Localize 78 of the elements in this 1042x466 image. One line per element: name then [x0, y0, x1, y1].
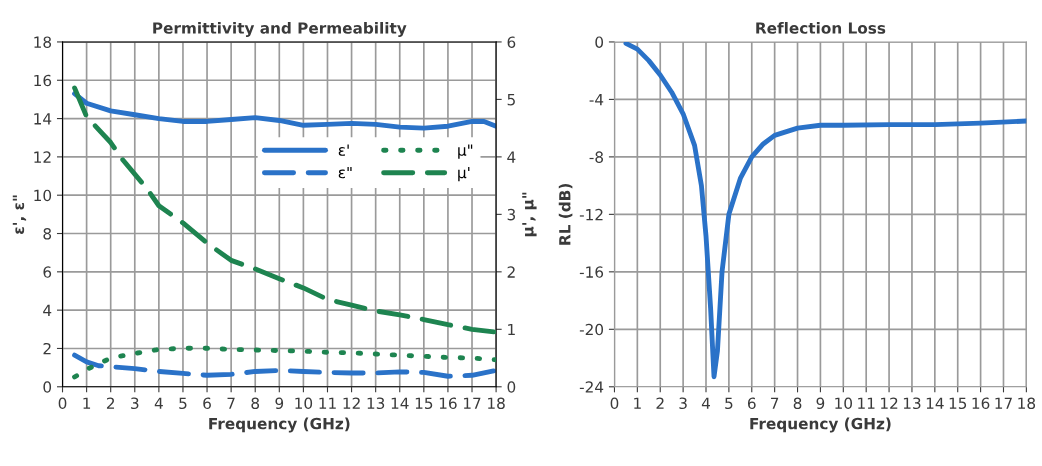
- line-series: [72, 91, 497, 131]
- x-tick-label: 15: [415, 397, 433, 410]
- x-tick-label: 16: [972, 397, 990, 410]
- y-tick-label: 12: [34, 151, 51, 163]
- chart-title: Permittivity and Permeability: [153, 22, 407, 37]
- x-tick-label: 1: [83, 397, 91, 409]
- x-tick-label: 1: [634, 397, 641, 409]
- y-tick-label: 0: [43, 381, 52, 393]
- x-tick-label: 9: [816, 397, 825, 410]
- x-tick-label: 0: [58, 397, 67, 410]
- y2-tick-label: 6: [507, 36, 516, 48]
- x-tick-label: 11: [319, 397, 336, 409]
- y2-tick-label: 5: [507, 94, 515, 106]
- legend-label: ε': [338, 144, 349, 156]
- y2-tick-label: 3: [507, 208, 516, 221]
- y-tick-label: -16: [579, 266, 604, 278]
- y-tick-label: 0: [595, 36, 604, 48]
- x-tick-label: 18: [1018, 397, 1036, 410]
- x-tick-label: 16: [439, 397, 457, 410]
- x-tick-label: 2: [106, 397, 115, 409]
- x-tick-label: 4: [154, 397, 163, 409]
- x-tick-label: 5: [179, 397, 187, 410]
- x-tick-label: 12: [343, 397, 360, 409]
- x-tick-label: 14: [926, 397, 944, 409]
- y-tick-label: -12: [579, 208, 603, 221]
- y2-tick-label: 4: [507, 151, 516, 163]
- line-series: [72, 352, 497, 379]
- x-tick-label: 8: [793, 397, 802, 410]
- x-tick-label: 3: [131, 397, 139, 410]
- line-series: [72, 345, 497, 380]
- y-tick-label: 4: [43, 304, 52, 316]
- legend-label: ε": [338, 166, 352, 179]
- x-tick-label: 8: [251, 397, 260, 410]
- x-tick-label: 4: [701, 397, 711, 409]
- x-tick-label: 18: [488, 397, 505, 410]
- x-tick-label: 6: [203, 397, 211, 410]
- x-tick-label: 0: [610, 397, 619, 410]
- y2-tick-label: 0: [507, 381, 516, 393]
- x-tick-label: 12: [881, 397, 898, 409]
- line-series: [72, 85, 497, 335]
- y-tick-label: 14: [34, 113, 52, 125]
- x-tick-label: 3: [679, 397, 687, 410]
- legend-label: μ': [458, 166, 470, 182]
- y-tick-label: -4: [589, 94, 604, 106]
- y-tick-label: 2: [43, 342, 51, 355]
- chart-title: Reflection Loss: [756, 22, 886, 34]
- x-tick-label: 17: [995, 397, 1012, 409]
- y-tick-label: -8: [589, 151, 604, 163]
- x-tick-label: 13: [903, 397, 921, 410]
- x-tick-label: 2: [656, 397, 664, 409]
- x-tick-label: 13: [367, 397, 385, 410]
- y2-tick-label: 1: [508, 323, 515, 336]
- y-tick-label: 8: [43, 227, 52, 240]
- x-tick-label: 5: [725, 397, 733, 410]
- y2-axis-title: μ', μ": [522, 192, 537, 237]
- y-tick-label: 18: [34, 36, 52, 48]
- x-tick-label: 14: [391, 397, 409, 409]
- x-tick-label: 7: [227, 397, 235, 409]
- y-axis-title: ε', ε": [12, 195, 27, 234]
- x-axis-title: Frequency (GHz): [209, 417, 350, 433]
- y-tick-label: -20: [579, 323, 604, 336]
- y-tick-label: 10: [34, 189, 52, 202]
- x-tick-label: 9: [275, 397, 284, 410]
- y-tick-label: -24: [579, 381, 604, 393]
- legend-label: μ": [458, 144, 473, 159]
- x-tick-label: 6: [747, 397, 756, 410]
- y-tick-label: 6: [43, 266, 52, 278]
- x-tick-label: 15: [949, 397, 967, 410]
- x-tick-label: 11: [858, 397, 875, 409]
- x-tick-label: 10: [835, 397, 853, 410]
- x-tick-label: 17: [463, 397, 481, 409]
- x-tick-label: 10: [295, 397, 313, 410]
- x-tick-label: 7: [771, 397, 779, 409]
- y-axis-title: RL (dB): [558, 183, 573, 245]
- line-series: [623, 41, 1027, 380]
- x-axis-title: Frequency (GHz): [750, 417, 891, 433]
- y-tick-label: 16: [34, 74, 52, 87]
- y2-tick-label: 2: [507, 266, 515, 278]
